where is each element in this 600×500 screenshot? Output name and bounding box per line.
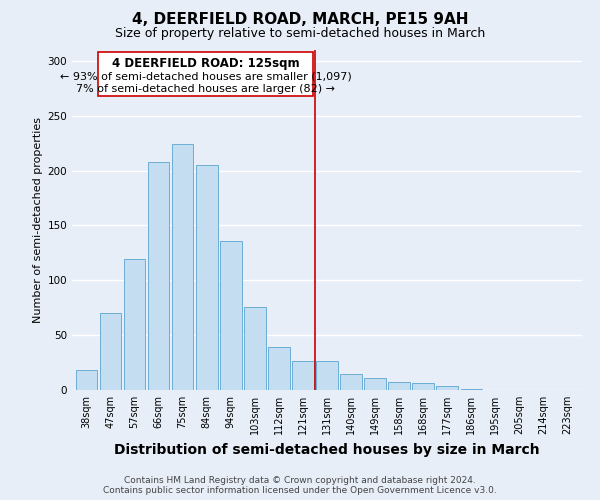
Bar (220, 241, 242, 390)
Y-axis label: Number of semi-detached properties: Number of semi-detached properties (33, 117, 43, 323)
Text: Size of property relative to semi-detached houses in March: Size of property relative to semi-detach… (115, 28, 485, 40)
Bar (316, 362, 338, 390)
Bar (268, 347, 290, 390)
Bar (172, 144, 193, 390)
FancyBboxPatch shape (98, 52, 313, 96)
Bar (148, 162, 169, 390)
Bar (461, 389, 482, 390)
Bar (436, 386, 458, 390)
Text: 7% of semi-detached houses are larger (82) →: 7% of semi-detached houses are larger (8… (76, 84, 335, 94)
Text: 4 DEERFIELD ROAD: 125sqm: 4 DEERFIELD ROAD: 125sqm (112, 56, 299, 70)
Text: ← 93% of semi-detached houses are smaller (1,097): ← 93% of semi-detached houses are smalle… (59, 72, 352, 82)
Bar (244, 306, 266, 390)
Bar (388, 382, 410, 390)
Bar (124, 260, 145, 390)
Bar (364, 378, 386, 390)
Bar (412, 384, 434, 390)
Text: 4, DEERFIELD ROAD, MARCH, PE15 9AH: 4, DEERFIELD ROAD, MARCH, PE15 9AH (132, 12, 468, 28)
Bar (292, 362, 314, 390)
Bar (340, 374, 362, 390)
Bar (76, 370, 97, 390)
Text: Contains HM Land Registry data © Crown copyright and database right 2024.
Contai: Contains HM Land Registry data © Crown c… (103, 476, 497, 495)
Bar (100, 313, 121, 390)
Bar (196, 165, 218, 390)
X-axis label: Distribution of semi-detached houses by size in March: Distribution of semi-detached houses by … (114, 442, 540, 456)
